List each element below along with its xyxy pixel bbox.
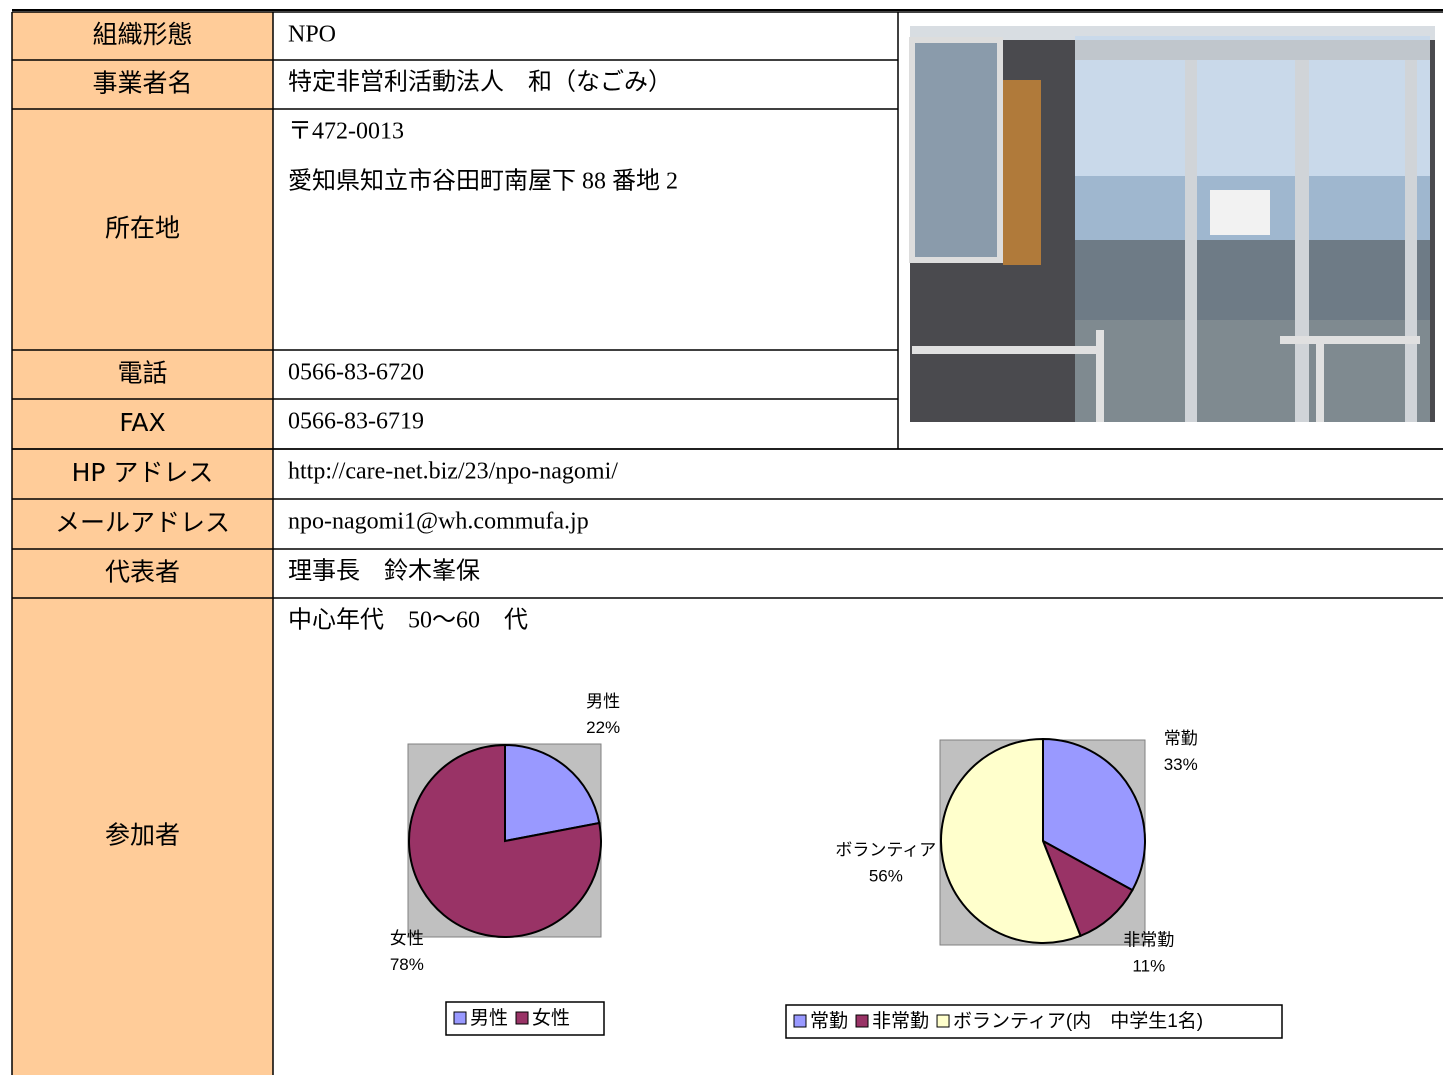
- legend-swatch: [453, 1011, 467, 1025]
- row-label: 代表者: [105, 558, 180, 587]
- row-label: 所在地: [105, 214, 180, 243]
- slice-label: 女性: [390, 929, 424, 948]
- slice-value: 78%: [390, 955, 424, 974]
- row-label: HP アドレス: [72, 458, 214, 487]
- label-cell: [12, 60, 273, 109]
- row-label: 組織形態: [92, 20, 192, 49]
- row-value: http://care-net.biz/23/npo-nagomi/: [288, 459, 618, 485]
- row-label: メールアドレス: [55, 508, 230, 537]
- legend-swatch: [793, 1014, 807, 1028]
- row-label: 事業者名: [92, 69, 192, 98]
- pie-slice: [1041, 838, 1134, 938]
- slice-value: 11%: [1132, 957, 1165, 976]
- label-cell: [12, 12, 273, 60]
- row-value: 0566-83-6720: [288, 360, 424, 386]
- pie-slice: [1042, 737, 1146, 892]
- label-cell: [12, 350, 273, 399]
- legend-label: 女性: [532, 1007, 570, 1029]
- slice-label: 男性: [586, 692, 620, 711]
- legend-swatch: [855, 1014, 869, 1028]
- legend-box: [785, 1004, 1283, 1039]
- row-value: 〒472-0013: [288, 119, 404, 145]
- row-value: 理事長 鈴木峯保: [288, 558, 480, 585]
- label-cell: [12, 549, 273, 598]
- slice-label: 非常勤: [1123, 931, 1174, 950]
- legend-swatch: [936, 1014, 950, 1028]
- row-value: NPO: [288, 22, 336, 48]
- row-label: FAX: [119, 408, 165, 437]
- slice-label: 常勤: [1164, 729, 1198, 748]
- legend-label: ボランティア(内 中学生1名): [953, 1010, 1203, 1032]
- row-value: 特定非営利活動法人 和（なごみ）: [288, 69, 672, 96]
- label-cell: [12, 499, 273, 549]
- row-label: 電話: [117, 359, 167, 388]
- legend-swatch: [515, 1011, 529, 1025]
- row-value: 中心年代 50～60 代: [288, 607, 528, 634]
- row-label: 参加者: [105, 821, 180, 850]
- row-value: npo-nagomi1@wh.commufa.jp: [288, 509, 589, 535]
- slice-value: 33%: [1164, 755, 1198, 774]
- row-value: 0566-83-6719: [288, 409, 424, 435]
- pie-slice: [940, 737, 1082, 944]
- slice-label: ボランティア: [835, 840, 936, 859]
- slice-value: 22%: [586, 718, 620, 737]
- row-value: 愛知県知立市谷田町南屋下 88 番地 2: [288, 168, 678, 195]
- label-cell: [12, 449, 273, 499]
- pie-slice: [408, 743, 602, 938]
- legend-label: 男性: [470, 1007, 508, 1029]
- pie-slice: [504, 743, 601, 843]
- legend-label: 常勤: [810, 1010, 848, 1032]
- legend-label: 非常勤: [872, 1010, 929, 1032]
- slice-value: 56%: [869, 866, 903, 885]
- photo: [909, 26, 1435, 422]
- label-cell: [12, 399, 273, 449]
- label-cell: [12, 109, 273, 350]
- label-cell: [12, 598, 273, 1075]
